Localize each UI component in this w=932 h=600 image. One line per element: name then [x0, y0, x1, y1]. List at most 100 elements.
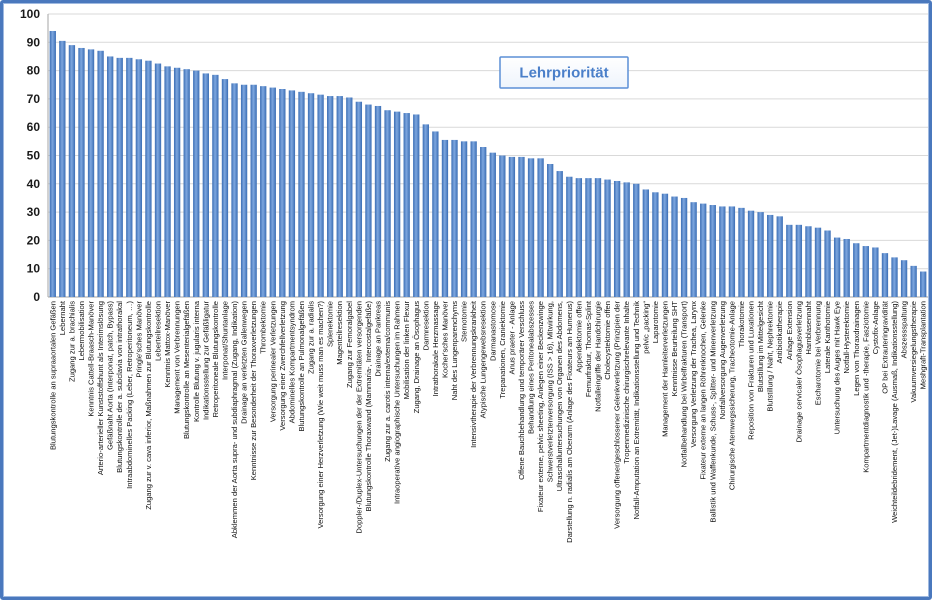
x-tick-label: Abklemmen der Aorta supra- und subdiaphr…: [230, 301, 239, 539]
bar: [805, 226, 812, 297]
bar: [336, 96, 343, 297]
bar: [862, 246, 869, 297]
y-tick-label: 90: [27, 35, 41, 49]
bar: [107, 56, 114, 298]
x-tick-label: Appendektomie offen: [574, 301, 583, 373]
x-axis-tick-labels: Blutungskontrolle an supraaortalen Gefäß…: [48, 300, 927, 543]
x-tick-label: Darmresektion: [421, 301, 430, 350]
bar: [881, 253, 889, 297]
bar: [413, 114, 420, 297]
bar: [575, 178, 583, 297]
x-tick-label: Notfall-Amputation an Extremität, Indika…: [632, 301, 641, 520]
x-tick-label: Zugang zur a. radialis: [307, 301, 316, 374]
x-tick-label: Zugang zur a. brachialis: [67, 301, 76, 382]
bar: [260, 86, 267, 297]
x-tick-label: Meshgraft-Transplantation: [919, 301, 928, 389]
bar: [747, 210, 755, 297]
bar: [738, 207, 745, 297]
bar: [480, 147, 487, 297]
x-tick-label: Cystofix-Anlage: [871, 301, 880, 354]
x-tick-label: Kocher'sches Manöver: [440, 301, 449, 378]
bar: [183, 69, 190, 298]
bar: [776, 216, 783, 297]
x-tick-label: Untersuchung des Auges mit Hawk Eye: [833, 301, 842, 434]
x-tick-label: Leberteilresektion: [154, 301, 163, 361]
bar: [269, 87, 276, 297]
y-tick-label: 20: [27, 233, 41, 247]
y-tick-label: 0: [33, 290, 40, 304]
x-tick-label: Naht des Lungenparenchyms: [450, 301, 459, 400]
x-tick-label: Arterio-arterieller Kunststoffshunt als …: [96, 301, 105, 475]
x-tick-label: Notfall-Hysterektomie: [842, 301, 851, 374]
x-tick-label: Abszessspaltung: [900, 301, 909, 358]
x-tick-label: Legen von Thoraxdrainagen: [852, 301, 861, 396]
bar: [623, 182, 630, 297]
bar: [193, 70, 200, 297]
x-tick-label: Drainage cervicaler Ösophagusverletzung: [794, 301, 803, 442]
bar: [422, 124, 429, 298]
y-tick-label: 80: [27, 64, 41, 78]
bar: [556, 171, 563, 297]
x-tick-label: Vakuumversiegelungstherapie: [909, 301, 918, 403]
x-tick-label: Kenntnisse zur Besonderheit der Thoraxve…: [249, 301, 258, 480]
bar: [97, 50, 104, 297]
bar: [824, 230, 831, 297]
x-tick-label: Abdominelles Kompartmentsyndrom: [287, 301, 296, 423]
bar: [489, 152, 496, 297]
x-tick-label: Thrombektomie: [259, 301, 268, 354]
x-tick-label: Sternotomie: [460, 301, 469, 342]
x-tick-label: Blutungskontrolle an Mesenterialgefäßen: [182, 301, 191, 439]
x-tick-label: Splenektomie: [326, 301, 335, 347]
x-tick-label: Versorgung perinealer Verletzungen: [268, 301, 277, 422]
bar: [451, 139, 458, 297]
x-tick-label: Tropenmedizinische chirurgischrelevante …: [622, 301, 631, 464]
x-tick-label: Ultraschalluntersuchungen von Organen de…: [555, 301, 564, 491]
chart-title-border: [499, 56, 629, 89]
bar: [432, 131, 439, 297]
bar: [470, 141, 477, 297]
bar: [604, 179, 611, 297]
x-tick-label: Anus praeter - Anlage: [507, 301, 516, 374]
x-tick-label: Zugang zur v. cava inferior, Maßnahmen z…: [144, 301, 153, 510]
x-tick-label: Kenntnisse Beurteilung SHT: [670, 301, 679, 397]
bar: [346, 97, 353, 298]
bar: [365, 104, 372, 297]
x-tick-label: Versorgung einer Herzverletzung (Wie wei…: [316, 301, 325, 529]
x-tick-label: Ballistik und Waffenkunde, Schuss-, Spli…: [708, 301, 717, 523]
x-tick-label: Laterale Kanthotomie: [823, 301, 832, 373]
x-tick-label: Mobilisation der linken Flexur: [402, 301, 411, 400]
bar: [767, 214, 774, 297]
x-tick-label: Femurfraktur, Thomas-Splint: [584, 300, 593, 397]
x-tick-label: Doppler-/Duplex-Untersuchungen der der E…: [354, 301, 363, 534]
y-tick-label: 50: [27, 149, 41, 163]
x-tick-label: Blutstillung / Naht, Nephrektomie: [766, 301, 775, 412]
x-tick-label: Thorakotomie: [737, 301, 746, 347]
bar: [384, 110, 391, 297]
bar: [403, 113, 410, 297]
x-tick-label: Interponat/Shuntanlage: [220, 301, 229, 380]
bar: [116, 57, 123, 298]
bar: [317, 94, 324, 297]
bar: [154, 63, 162, 297]
bar: [240, 84, 248, 297]
x-tick-label: Blutungskontrolle der a. subclavia von i…: [115, 301, 124, 473]
x-tick-label: Notfallbehandlung bei Wirbelfrakturen (T…: [680, 301, 689, 468]
x-tick-label: Lebernaht: [58, 300, 67, 335]
bar: [355, 101, 363, 297]
x-tick-label: Management von Verbrennungen: [173, 301, 182, 414]
bar: [613, 180, 621, 297]
bar: [814, 227, 822, 297]
x-tick-label: Management der Harnleiterverletzungen: [660, 301, 669, 437]
bar: [508, 156, 516, 297]
bar: [537, 158, 544, 297]
y-tick-label: 10: [27, 262, 41, 276]
bar: [642, 189, 649, 297]
bar: [786, 224, 793, 297]
x-tick-label: OP bei Extrauteringravidität: [880, 300, 889, 394]
x-tick-label: Lebermobilisation: [77, 301, 86, 361]
bar: [212, 74, 219, 297]
bar: [853, 243, 860, 297]
x-tick-label: Darstellung n. radialis am Oberarm (Anla…: [565, 301, 574, 543]
y-axis-tick-labels: 0 10 20 30 40 50 60 70 80 90 100: [20, 7, 40, 304]
